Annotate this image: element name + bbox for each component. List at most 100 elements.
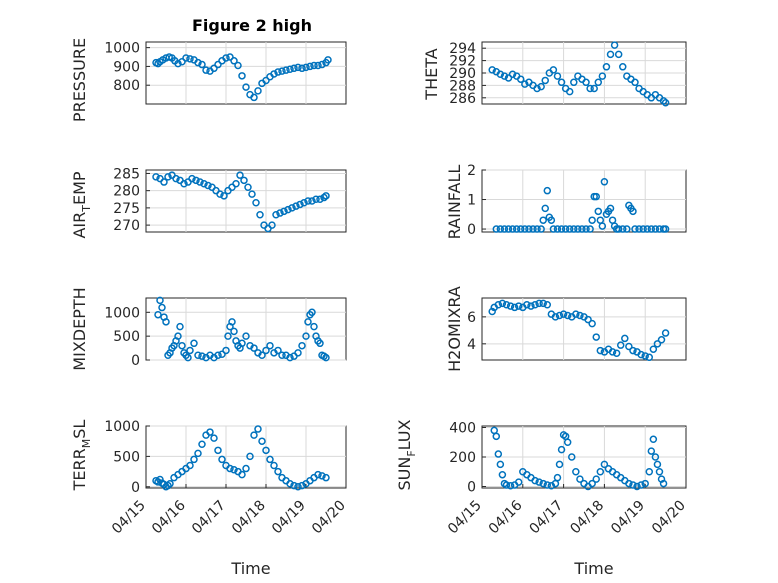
data-point: [543, 186, 552, 195]
y-tick-label: 292: [449, 54, 476, 70]
data-point: [218, 350, 226, 359]
data-point: [500, 72, 509, 80]
series-points: [490, 426, 668, 491]
data-point: [262, 346, 270, 355]
data-point: [543, 481, 552, 489]
y-axis-label: AIRTEMP: [70, 171, 93, 238]
data-point: [224, 332, 232, 340]
subplot-pressure: 800 900 1000 PRESSURE: [70, 38, 347, 122]
data-point: [190, 455, 198, 464]
data-point: [629, 346, 637, 355]
data-point: [318, 472, 326, 480]
data-point: [202, 66, 210, 74]
data-point: [492, 432, 501, 441]
data-point: [186, 346, 194, 355]
data-point: [645, 468, 654, 476]
data-point: [541, 76, 549, 85]
data-point: [602, 63, 611, 71]
data-point: [555, 460, 564, 469]
data-point: [592, 192, 600, 201]
data-point: [586, 84, 594, 93]
data-point: [614, 50, 623, 59]
data-point: [312, 195, 320, 204]
y-tick-label: 1000: [104, 41, 140, 57]
data-point: [164, 173, 172, 181]
data-point: [266, 341, 274, 350]
data-point: [619, 225, 627, 233]
data-point: [521, 225, 529, 233]
data-point: [502, 300, 511, 309]
data-point: [639, 225, 647, 233]
data-point: [635, 225, 643, 233]
data-point: [598, 72, 607, 80]
data-point: [298, 341, 306, 350]
data-point: [200, 180, 208, 188]
data-point: [531, 300, 539, 309]
y-tick-label: 1000: [104, 305, 140, 321]
data-point: [557, 445, 566, 454]
data-point: [322, 192, 330, 200]
data-point: [523, 300, 531, 309]
data-point: [210, 434, 218, 442]
data-point: [152, 173, 160, 181]
y-tick-label: 0: [467, 222, 476, 238]
series-points: [488, 299, 670, 362]
data-point: [288, 204, 296, 212]
data-point: [246, 452, 254, 461]
data-point: [578, 225, 586, 233]
data-point: [290, 64, 298, 73]
y-axis-label: THETA: [422, 48, 441, 100]
data-point: [322, 473, 330, 482]
data-point: [298, 64, 306, 73]
data-point: [596, 346, 605, 355]
data-point: [250, 93, 258, 102]
data-point: [547, 216, 556, 224]
data-point: [588, 479, 596, 488]
data-point: [533, 84, 541, 93]
data-point: [194, 58, 202, 67]
data-point: [517, 225, 525, 233]
y-ticks: 0 500 1000: [104, 419, 150, 496]
y-tick-label: 275: [113, 201, 140, 217]
y-tick-label: 1000: [104, 419, 140, 435]
y-tick-label: 0: [131, 353, 140, 369]
data-point: [182, 54, 190, 62]
data-point: [629, 207, 637, 216]
data-point: [310, 61, 318, 70]
data-point: [517, 75, 525, 83]
data-point: [160, 178, 168, 186]
data-point: [228, 318, 236, 326]
data-point: [186, 461, 194, 470]
data-point: [551, 313, 560, 321]
data-point: [174, 332, 182, 340]
data-point: [621, 334, 629, 343]
data-point: [594, 78, 603, 87]
series-points: [492, 178, 670, 233]
data-point: [661, 225, 670, 233]
grid: [146, 298, 346, 361]
data-point: [154, 59, 162, 68]
data-point: [512, 225, 521, 233]
data-point: [280, 207, 288, 216]
y-tick-label: 294: [449, 41, 476, 57]
x-axis-label: Time: [230, 559, 270, 578]
data-point: [256, 211, 264, 219]
y-ticks: 0 500 1000: [104, 305, 150, 369]
data-point: [535, 299, 543, 308]
y-tick-label: 500: [113, 449, 140, 465]
data-point: [631, 78, 639, 87]
data-point: [188, 174, 196, 183]
data-point: [284, 205, 292, 214]
data-point: [563, 438, 572, 446]
data-point: [641, 352, 649, 360]
y-tick-label: 285: [113, 166, 140, 182]
data-point: [586, 225, 594, 233]
subplot-mixdepth: 0 500 1000 MIXDEPTH: [70, 287, 347, 371]
data-point: [537, 82, 545, 91]
data-point: [316, 339, 324, 348]
series-points: [152, 171, 330, 233]
series-points: [488, 41, 670, 107]
data-point: [190, 339, 198, 348]
data-point: [270, 461, 278, 470]
